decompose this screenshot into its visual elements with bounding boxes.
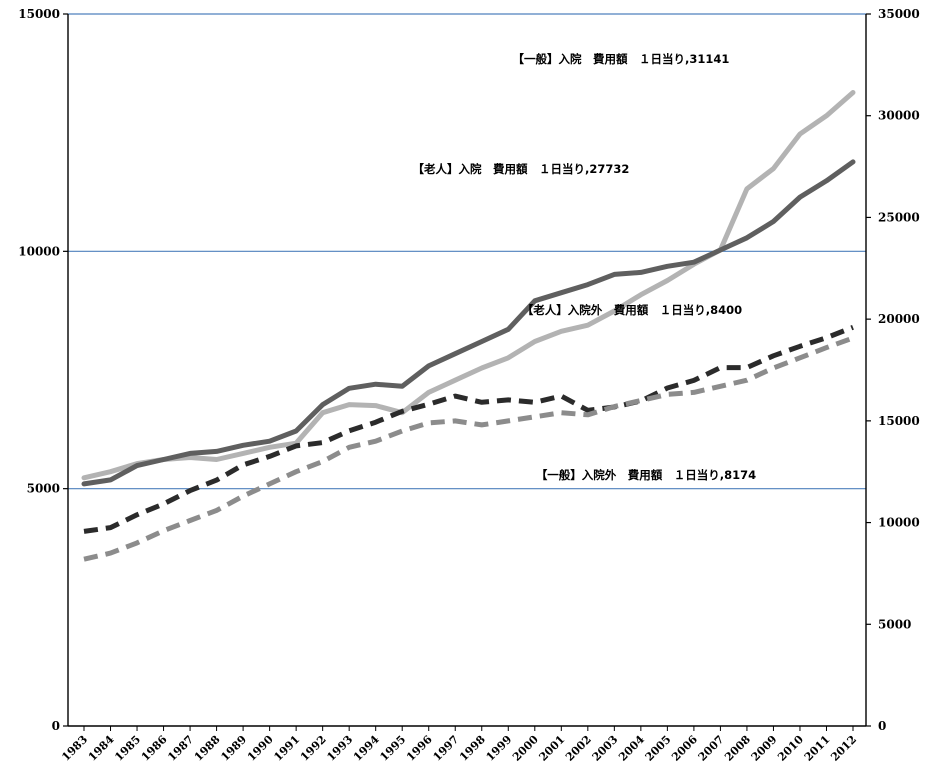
x-tick-label: 1991	[271, 733, 302, 764]
x-tick-label: 2011	[802, 733, 833, 764]
series-line-0	[81, 90, 856, 481]
x-tick-label: 1989	[218, 733, 249, 764]
x-tick-label: 2009	[749, 733, 780, 764]
x-tick-label: 1988	[192, 733, 223, 764]
axes	[67, 14, 867, 727]
series-annotation-2: 【老人】入院外 費用額 １日当り,8400	[522, 303, 742, 317]
x-tick-label: 1985	[112, 733, 143, 764]
x-axis-ticks: 1983198419851986198719881989199019911992…	[59, 726, 859, 764]
series-annotation-1: 【老人】入院 費用額 １日当り,27732	[413, 162, 630, 176]
x-tick-label: 2005	[643, 733, 674, 764]
series-annotations: 【一般】入院 費用額 １日当り,31141 【老人】入院 費用額 １日当り,277…	[413, 52, 757, 482]
left-tick-label: 0	[52, 719, 60, 733]
x-tick-label: 2002	[563, 733, 594, 764]
x-tick-label: 2008	[722, 733, 753, 764]
right-tick-label: 0	[878, 719, 886, 733]
x-tick-label: 1984	[86, 733, 117, 764]
x-tick-label: 1986	[139, 733, 170, 764]
x-tick-label: 2006	[669, 733, 700, 764]
left-y-axis-ticks: 0 5000 10000 15000	[18, 7, 68, 733]
x-tick-label: 2003	[590, 733, 621, 764]
x-tick-label: 2007	[696, 733, 727, 764]
gridlines	[68, 13, 866, 490]
series-line-2	[83, 324, 854, 534]
left-tick-label: 15000	[18, 7, 60, 21]
series-annotation-3: 【一般】入院外 費用額 １日当り,8174	[536, 468, 756, 482]
right-tick-label: 35000	[878, 7, 920, 21]
x-tick-label: 2001	[537, 733, 568, 764]
right-tick-label: 5000	[878, 617, 911, 631]
right-tick-label: 10000	[878, 516, 920, 530]
x-tick-label: 2004	[616, 733, 647, 764]
x-tick-label: 1998	[457, 733, 488, 764]
x-tick-label: 1995	[377, 733, 408, 764]
series-line-1	[81, 159, 856, 487]
x-tick-label: 1996	[404, 733, 435, 764]
x-tick-label: 1994	[351, 733, 382, 764]
x-tick-label: 1983	[59, 733, 90, 764]
series-line-3	[83, 335, 854, 562]
left-tick-label: 10000	[18, 244, 60, 258]
x-tick-label: 2010	[775, 733, 806, 764]
right-tick-label: 30000	[878, 109, 920, 123]
right-y-axis-ticks: 0 5000 10000 15000 20000 25000 30000 35000	[866, 7, 920, 733]
right-tick-label: 25000	[878, 210, 920, 224]
series-lines	[81, 90, 856, 562]
x-tick-label: 1993	[324, 733, 355, 764]
x-tick-label: 1999	[484, 733, 515, 764]
right-tick-label: 20000	[878, 312, 920, 326]
right-tick-label: 15000	[878, 414, 920, 428]
left-tick-label: 5000	[27, 482, 60, 496]
x-tick-label: 1992	[298, 733, 329, 764]
x-tick-label: 1997	[431, 733, 462, 764]
x-tick-label: 1990	[245, 733, 276, 764]
x-tick-label: 1987	[165, 733, 196, 764]
series-annotation-0: 【一般】入院 費用額 １日当り,31141	[513, 52, 730, 66]
x-tick-label: 2012	[828, 733, 859, 764]
x-tick-label: 2000	[510, 733, 541, 764]
